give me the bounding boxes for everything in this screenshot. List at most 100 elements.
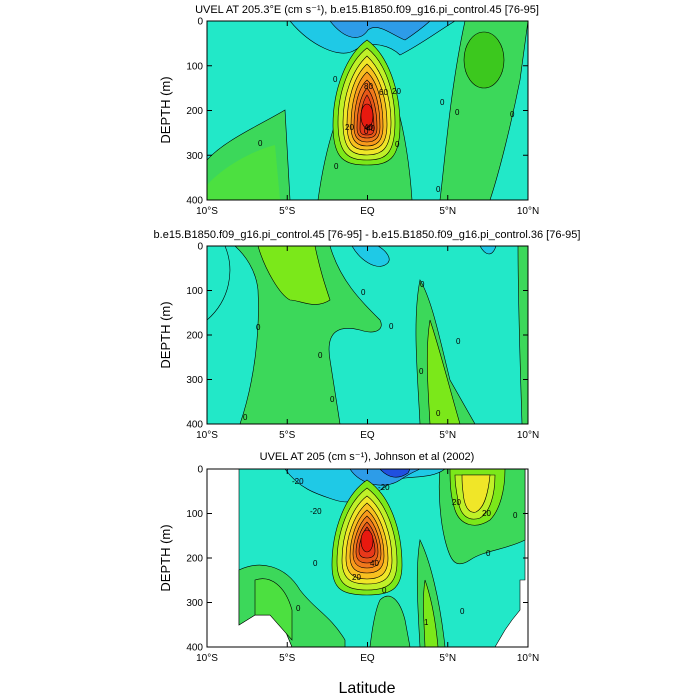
contour-label: 0 <box>361 288 366 297</box>
contour-label: -20 <box>310 507 322 516</box>
x-tick-label: EQ <box>360 430 375 441</box>
positive-core-north <box>426 319 461 424</box>
contour-label: 20 <box>345 123 354 132</box>
contour-field <box>207 246 528 424</box>
y-tick-label: 200 <box>186 106 203 117</box>
x-tick-label: 5°N <box>439 430 456 441</box>
contour-label: 80 <box>364 82 373 91</box>
contour-label: 0 <box>456 337 461 346</box>
contour-0-northeast <box>439 21 528 200</box>
panel-model-difference: b.e15.B1850.f09_g16.pi_control.45 [76-95… <box>154 229 581 441</box>
contour-label: 20 <box>392 87 401 96</box>
contour-label: 0 <box>330 395 335 404</box>
jet-core <box>360 103 374 129</box>
jet-core <box>360 529 374 553</box>
contour-label: 0 <box>243 413 248 422</box>
contour-label: 0 <box>510 110 515 119</box>
contour-label: 0 <box>364 127 369 136</box>
x-tick-label: 5°N <box>439 206 456 217</box>
y-tick-label: 400 <box>186 420 203 431</box>
contour-label: 0 <box>334 162 339 171</box>
x-tick-label: 10°S <box>196 653 218 664</box>
contour-label: 0 <box>486 549 491 558</box>
y-axis-label: DEPTH (m) <box>158 76 173 143</box>
x-tick-label: 5°S <box>279 206 296 217</box>
x-tick-label: 5°N <box>439 653 456 664</box>
x-tick-label: 10°S <box>196 430 218 441</box>
panel-model-control45: UVEL AT 205.3°E (cm s⁻¹), b.e15.B1850.f0… <box>158 4 539 217</box>
contour-label: 0 <box>440 98 445 107</box>
contour-label: 0 <box>318 351 323 360</box>
contour-labels: -20 -20 -20 20 40 0 0 0 0 20 20 0 1 0 <box>292 477 518 627</box>
contour-label: 40 <box>366 124 375 133</box>
contour-labels: 0 0 0 0 0 0 0 20 40 60 80 20 40 0 0 <box>258 75 515 194</box>
y-tick-label: 300 <box>186 598 203 609</box>
x-tick-label: EQ <box>360 206 375 217</box>
y-tick-label: 0 <box>197 17 203 28</box>
contour-label: 0 <box>436 185 441 194</box>
contour-label: 0 <box>419 367 424 376</box>
y-tick-label: 400 <box>186 196 203 207</box>
contour-label: 40 <box>364 123 373 132</box>
eastward-flow-30 <box>461 474 491 513</box>
contour-label: 0 <box>389 322 394 331</box>
contour-label: 0 <box>455 108 460 117</box>
x-axis-label: Latitude <box>339 680 396 697</box>
y-tick-label: 200 <box>186 331 203 342</box>
y-tick-label: 100 <box>186 61 203 72</box>
contour-label: 60 <box>379 88 388 97</box>
panel-title: b.e15.B1850.f09_g16.pi_control.45 [76-95… <box>154 229 581 241</box>
x-tick-label: 10°N <box>517 653 539 664</box>
y-tick-label: 400 <box>186 643 203 654</box>
contour-label: 0 <box>382 586 387 595</box>
contour-label: 0 <box>395 140 400 149</box>
contour-label: -20 <box>292 477 304 486</box>
contour-field <box>207 21 528 200</box>
contour-label: 0 <box>420 280 425 289</box>
x-tick-label: 5°S <box>279 430 296 441</box>
contour-southwest-inner <box>254 578 293 641</box>
panel-johnson-observations: UVEL AT 205 (cm s⁻¹), Johnson et al (200… <box>158 451 539 664</box>
contour-label: 20 <box>482 509 491 518</box>
contour-label: 1 <box>424 618 429 627</box>
contour-label: 0 <box>256 323 261 332</box>
x-tick-label: 10°N <box>517 430 539 441</box>
contour-label: 20 <box>352 573 361 582</box>
y-tick-label: 0 <box>197 465 203 476</box>
y-tick-label: 100 <box>186 509 203 520</box>
y-axis-label: DEPTH (m) <box>158 301 173 368</box>
contour-field <box>207 469 528 647</box>
westward-flow-2 <box>329 21 431 41</box>
x-tick-label: EQ <box>360 653 375 664</box>
x-tick-label: 5°S <box>279 653 296 664</box>
contour-label: 0 <box>460 607 465 616</box>
y-tick-label: 300 <box>186 151 203 162</box>
contour-0-south-equator <box>369 595 411 647</box>
contour-southwest-inner <box>207 145 280 200</box>
contour-label: 0 <box>258 139 263 148</box>
x-tick-label: 10°N <box>517 206 539 217</box>
contour-label: 0 <box>436 409 441 418</box>
contour-0-west <box>207 246 231 321</box>
y-axis-label: DEPTH (m) <box>158 524 173 591</box>
contour-north-inner <box>423 579 439 647</box>
y-tick-label: 300 <box>186 375 203 386</box>
eastward-flow-blob <box>463 31 505 89</box>
y-tick-label: 200 <box>186 554 203 565</box>
negative-patch-equator <box>351 246 390 267</box>
x-tick-label: 10°S <box>196 206 218 217</box>
positive-region-south <box>234 246 382 424</box>
contour-label: -20 <box>378 483 390 492</box>
contour-label: 0 <box>513 511 518 520</box>
contour-label: 0 <box>313 559 318 568</box>
contour-label: 0 <box>296 604 301 613</box>
y-tick-label: 0 <box>197 242 203 253</box>
panel-title: UVEL AT 205 (cm s⁻¹), Johnson et al (200… <box>260 451 475 463</box>
westward-flow-core <box>379 469 411 478</box>
positive-core-south <box>257 246 331 305</box>
contour-label: 0 <box>333 75 338 84</box>
